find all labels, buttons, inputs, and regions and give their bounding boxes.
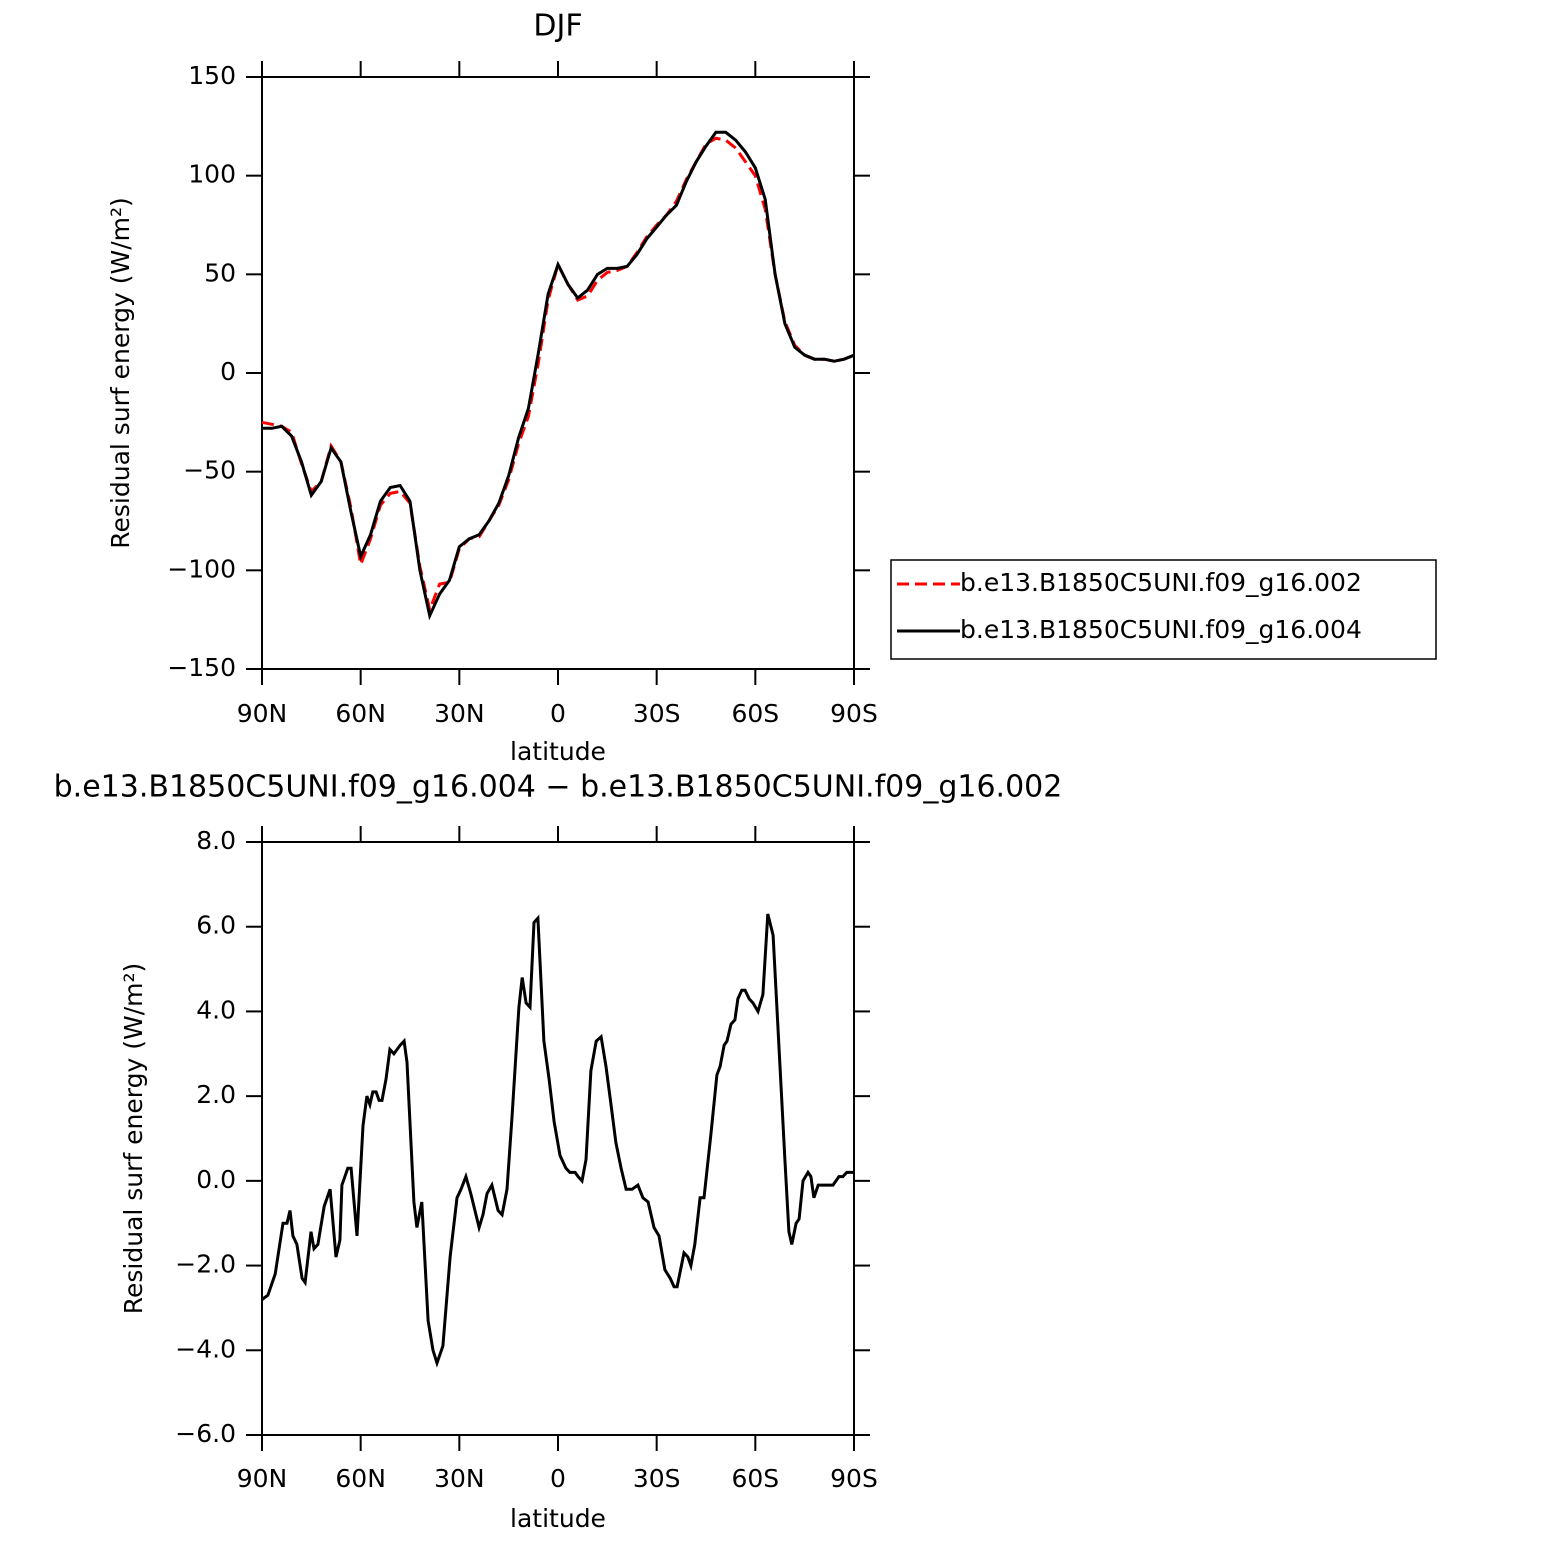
plot-frame <box>261 841 855 1436</box>
y-tick-label: 0 <box>220 357 236 386</box>
y-tick-label: 6.0 <box>196 911 236 940</box>
y-tick-label: 100 <box>188 160 236 189</box>
y-tick-label: −6.0 <box>175 1419 236 1448</box>
x-tick-label: 60S <box>731 1464 779 1493</box>
plot-frame <box>261 76 855 670</box>
y-tick-label: −2.0 <box>175 1250 236 1279</box>
x-tick-label: 90N <box>237 699 288 728</box>
x-tick-label: 30S <box>633 1464 681 1493</box>
x-tick-label: 60N <box>335 1464 386 1493</box>
chart-title: DJF <box>533 9 582 44</box>
legend-box <box>890 559 1437 660</box>
x-tick-label: 60N <box>335 699 386 728</box>
y-tick-label: 50 <box>204 258 236 287</box>
x-tick-label: 0 <box>550 699 566 728</box>
legend-label: b.e13.B1850C5UNI.f09_g16.002 <box>960 568 1362 597</box>
y-tick-label: −150 <box>167 653 236 682</box>
data-line <box>261 913 854 1368</box>
x-axis-label: latitude <box>510 1504 606 1533</box>
x-tick-label: 90S <box>830 1464 878 1493</box>
x-tick-label: 0 <box>550 1464 566 1493</box>
y-axis-label: Residual surf energy (W/m²) <box>106 197 135 549</box>
data-line <box>262 130 855 621</box>
x-axis-label: latitude <box>510 737 606 766</box>
y-tick-label: 4.0 <box>196 995 236 1024</box>
y-tick-label: −4.0 <box>175 1334 236 1363</box>
x-tick-label: 30N <box>434 1464 485 1493</box>
x-tick-label: 90S <box>830 699 878 728</box>
x-tick-label: 90N <box>237 1464 288 1493</box>
data-line <box>261 136 855 615</box>
legend-label: b.e13.B1850C5UNI.f09_g16.004 <box>960 615 1362 644</box>
y-tick-label: 150 <box>188 61 236 90</box>
y-axis-label: Residual surf energy (W/m²) <box>119 963 148 1315</box>
y-tick-label: −50 <box>183 456 236 485</box>
x-tick-label: 30N <box>434 699 485 728</box>
y-tick-label: 8.0 <box>196 826 236 855</box>
chart-title: b.e13.B1850C5UNI.f09_g16.004 − b.e13.B18… <box>54 770 1063 805</box>
x-tick-label: 30S <box>633 699 681 728</box>
x-tick-label: 60S <box>731 699 779 728</box>
y-tick-label: 0.0 <box>196 1165 236 1194</box>
y-tick-label: −100 <box>167 554 236 583</box>
y-tick-label: 2.0 <box>196 1080 236 1109</box>
